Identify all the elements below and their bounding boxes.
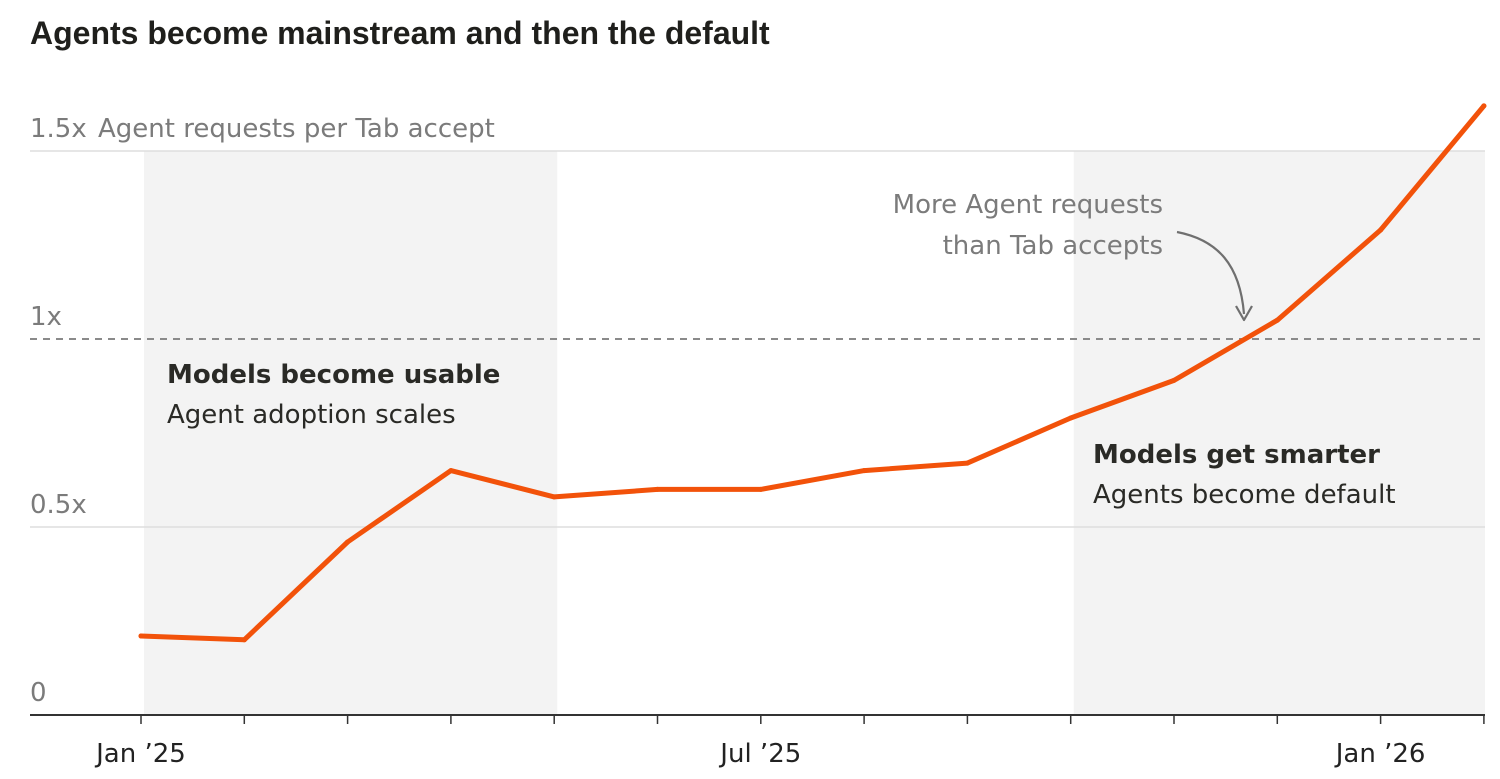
y-tick-label: 1x bbox=[30, 302, 62, 332]
data-point bbox=[1481, 103, 1487, 109]
x-tick-label: Jan ’25 bbox=[94, 739, 186, 769]
y-tick-label: 0 bbox=[30, 678, 47, 708]
annotations: Models become usable Agent adoption scale… bbox=[167, 360, 1396, 510]
period-heading-1: Models become usable bbox=[167, 360, 500, 390]
y-tick-label: 1.5x bbox=[30, 114, 87, 144]
gridlines bbox=[30, 150, 1485, 528]
shaded-periods bbox=[144, 151, 1485, 715]
data-point bbox=[1274, 317, 1280, 323]
period-heading-2: Models get smarter bbox=[1093, 440, 1380, 470]
data-point bbox=[1171, 377, 1177, 383]
y-tick-label: 0.5x bbox=[30, 490, 87, 520]
x-axis bbox=[30, 714, 1485, 724]
data-point bbox=[1068, 415, 1074, 421]
data-point bbox=[138, 633, 144, 639]
x-tick-label: Jan ’26 bbox=[1334, 739, 1426, 769]
callout-line-2: than Tab accepts bbox=[943, 231, 1163, 261]
shaded-period-2 bbox=[1073, 151, 1485, 715]
series-line-1 bbox=[138, 103, 1487, 643]
chart-title: Agents become mainstream and then the de… bbox=[30, 15, 770, 51]
data-point bbox=[655, 486, 660, 492]
y-axis-label: Agent requests per Tab accept bbox=[98, 114, 495, 144]
data-point bbox=[861, 468, 867, 474]
callout-arrow bbox=[1176, 230, 1246, 315]
data-point bbox=[1378, 227, 1384, 233]
data-point bbox=[241, 637, 247, 643]
series bbox=[138, 103, 1487, 643]
x-tick-labels: Jan ’25 Jul ’25 Jan ’26 bbox=[94, 739, 1425, 769]
data-point bbox=[448, 468, 454, 474]
period-text-1: Agent adoption scales bbox=[167, 400, 456, 430]
callout: More Agent requests than Tab accepts bbox=[893, 190, 1253, 322]
callout-line-1: More Agent requests bbox=[893, 190, 1163, 220]
data-point bbox=[345, 539, 351, 545]
y-tick-labels: 0 0.5x 1x 1.5x Agent requests per Tab accept bbox=[30, 114, 495, 708]
data-point bbox=[964, 460, 970, 466]
data-point bbox=[758, 486, 764, 492]
data-point bbox=[551, 494, 557, 500]
shaded-period-1 bbox=[144, 151, 558, 715]
callout-arrowhead-icon bbox=[1235, 305, 1253, 322]
period-text-2: Agents become default bbox=[1093, 480, 1396, 510]
x-tick-label: Jul ’25 bbox=[718, 739, 801, 769]
